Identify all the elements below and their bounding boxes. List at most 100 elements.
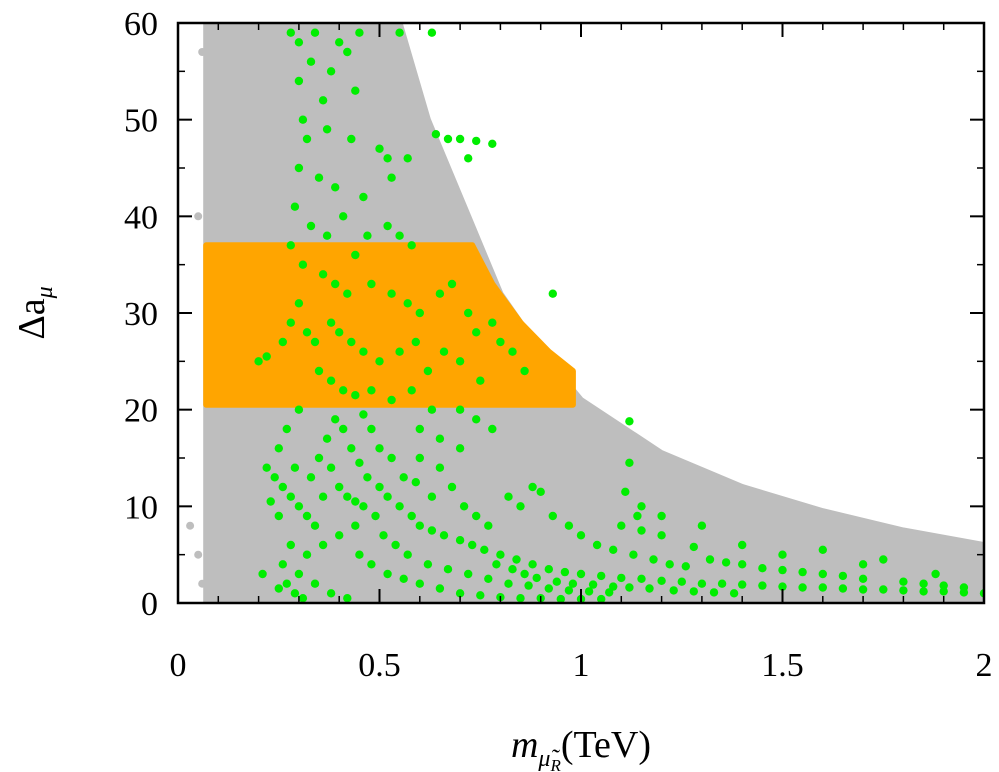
data-point bbox=[302, 328, 312, 337]
data-point bbox=[617, 521, 626, 530]
data-point bbox=[899, 586, 908, 595]
data-point bbox=[472, 136, 481, 146]
data-point bbox=[443, 565, 453, 574]
data-point bbox=[657, 576, 666, 585]
data-point bbox=[439, 347, 449, 356]
data-point bbox=[443, 134, 453, 144]
data-point bbox=[455, 589, 465, 598]
data-point bbox=[314, 366, 324, 376]
data-point bbox=[544, 584, 553, 593]
data-point bbox=[310, 337, 320, 347]
data-point bbox=[343, 289, 352, 298]
data-point bbox=[455, 357, 465, 366]
data-point bbox=[564, 521, 574, 530]
data-point bbox=[290, 202, 300, 211]
data-point bbox=[322, 434, 332, 443]
data-point bbox=[371, 511, 380, 521]
data-point bbox=[637, 574, 646, 583]
data-point bbox=[335, 328, 344, 337]
data-point bbox=[488, 424, 497, 434]
data-point bbox=[258, 569, 267, 579]
data-point bbox=[395, 231, 404, 240]
data-point bbox=[302, 550, 312, 559]
data-point bbox=[278, 482, 287, 492]
data-point bbox=[528, 560, 537, 569]
data-point bbox=[395, 347, 404, 356]
y-tick-labels: 0 10 20 30 40 50 60 bbox=[124, 6, 158, 623]
data-point bbox=[294, 502, 304, 511]
data-point bbox=[294, 299, 304, 308]
data-point bbox=[597, 571, 606, 581]
data-point bbox=[488, 139, 497, 148]
data-point bbox=[310, 521, 320, 530]
data-point bbox=[568, 579, 578, 588]
data-point bbox=[278, 560, 287, 569]
data-point bbox=[415, 453, 424, 463]
data-point bbox=[375, 144, 384, 153]
x-tick-label: 0 bbox=[170, 647, 187, 684]
x-tick-label: 2 bbox=[976, 647, 993, 684]
data-point bbox=[435, 289, 445, 298]
data-point bbox=[697, 521, 707, 530]
data-point bbox=[838, 571, 848, 581]
data-point bbox=[423, 560, 433, 569]
data-point bbox=[322, 125, 332, 134]
outlier-point-0-0 bbox=[186, 521, 195, 530]
data-point bbox=[375, 482, 384, 492]
data-point bbox=[717, 579, 727, 588]
data-point bbox=[524, 581, 533, 590]
data-point bbox=[395, 28, 404, 37]
data-point bbox=[492, 560, 501, 569]
data-point bbox=[689, 587, 698, 596]
data-point bbox=[435, 463, 445, 472]
data-point bbox=[306, 473, 316, 482]
data-point bbox=[286, 28, 295, 37]
data-point bbox=[625, 583, 634, 592]
data-point bbox=[274, 511, 283, 521]
data-point bbox=[520, 569, 529, 579]
data-point bbox=[729, 589, 739, 598]
data-point bbox=[347, 134, 356, 144]
data-point bbox=[464, 569, 473, 579]
data-point bbox=[298, 115, 308, 124]
data-point bbox=[721, 558, 731, 567]
data-point bbox=[286, 492, 295, 501]
data-point bbox=[488, 318, 497, 327]
data-point bbox=[939, 587, 948, 596]
data-point bbox=[919, 579, 928, 588]
data-point bbox=[738, 560, 747, 569]
data-point bbox=[335, 38, 344, 47]
data-point bbox=[298, 594, 308, 603]
y-tick-label: 10 bbox=[124, 489, 158, 526]
data-point bbox=[383, 221, 392, 231]
data-point bbox=[645, 584, 654, 593]
data-point bbox=[318, 270, 328, 279]
outlier-point-0-2 bbox=[198, 579, 207, 588]
data-point bbox=[423, 366, 433, 376]
data-point bbox=[359, 347, 368, 356]
data-point bbox=[637, 502, 646, 511]
data-point bbox=[758, 581, 767, 590]
data-point bbox=[375, 444, 384, 453]
data-point bbox=[484, 521, 493, 530]
data-point bbox=[504, 492, 513, 501]
data-point bbox=[407, 386, 416, 395]
data-point bbox=[455, 134, 465, 144]
data-point bbox=[326, 463, 336, 472]
data-point bbox=[435, 584, 445, 593]
data-point bbox=[383, 569, 392, 579]
data-point bbox=[657, 531, 666, 540]
data-point bbox=[629, 550, 638, 559]
data-point bbox=[339, 386, 348, 395]
data-point bbox=[427, 492, 437, 501]
data-point bbox=[536, 487, 545, 496]
data-point bbox=[278, 337, 287, 347]
data-point bbox=[339, 212, 348, 221]
data-point bbox=[564, 586, 574, 595]
data-point bbox=[294, 163, 304, 173]
data-point bbox=[435, 434, 445, 443]
data-point bbox=[387, 453, 396, 463]
data-point bbox=[407, 511, 416, 521]
data-point bbox=[367, 424, 376, 434]
